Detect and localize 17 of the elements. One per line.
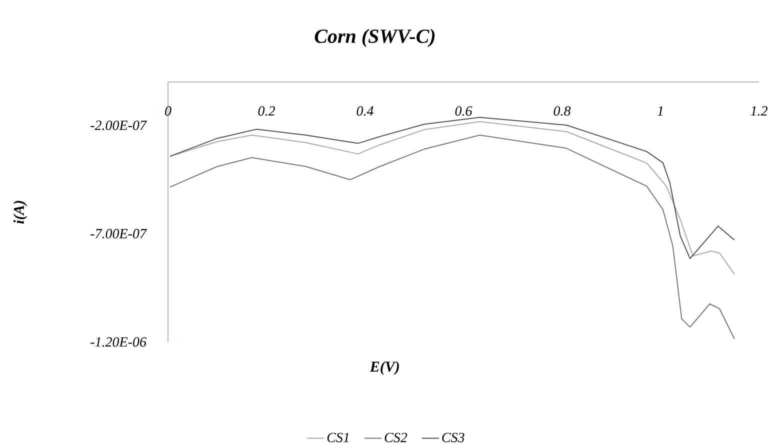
legend-label: CS2 [384,432,408,442]
legend-label: CS3 [442,432,464,442]
x-tick-label: 1.2 [750,106,768,116]
line-series [169,134,735,340]
y-axis-title: i(A) [13,200,28,224]
x-tick-label: 1 [658,106,663,116]
x-tick-label: 0.8 [554,106,571,116]
x-tick-label: 0.4 [356,106,374,116]
chart-title: Corn (SWV-C) [314,28,435,48]
y-tick-label: -2.00E-07 [90,120,147,130]
legend-label: CS1 [327,432,348,442]
y-tick-label: -1.20E-06 [90,337,146,347]
x-tick-label: 0.2 [258,106,275,116]
y-tick-label: -7.00E-07 [90,228,147,238]
x-axis-title: E(V) [370,361,399,375]
x-tick-label: 0 [165,106,172,116]
x-tick-label: 0.6 [455,106,472,116]
